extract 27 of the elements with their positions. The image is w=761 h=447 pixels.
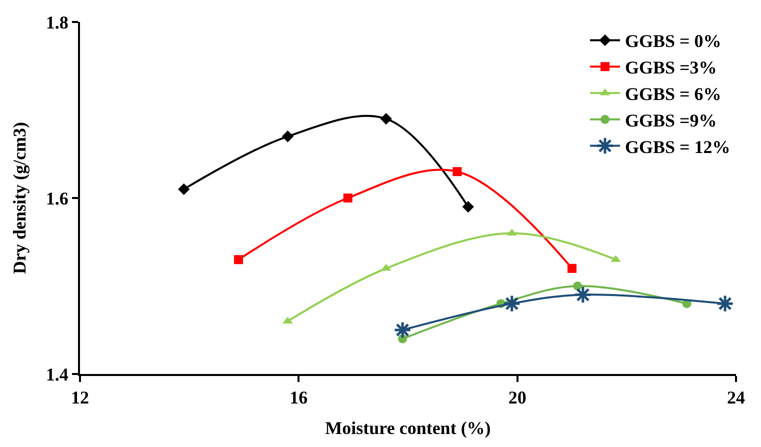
legend-label: GGBS =9% (625, 110, 717, 130)
x-axis-title: Moisture content (%) (325, 418, 491, 438)
x-tick-label: 20 (508, 388, 526, 408)
point (716, 294, 734, 313)
y-tick-label: 1.4 (46, 364, 68, 384)
point (380, 112, 392, 125)
point (393, 320, 412, 340)
y-axis-title: Dry density (g/cm3) (10, 122, 30, 274)
point (282, 130, 294, 142)
legend-label: GGBS =3% (625, 58, 717, 78)
y-tick-label: 1.8 (46, 12, 68, 32)
point (462, 200, 474, 213)
point (574, 286, 592, 304)
point (343, 194, 352, 202)
legend-label: GGBS = 0% (625, 31, 722, 52)
x-tick-label: 16 (290, 388, 308, 408)
legend-label: GGBS = 6% (625, 84, 722, 104)
legend-label: GGBS = 12% (625, 136, 730, 157)
y-tick-label: 1.6 (46, 188, 68, 208)
x-tick-label: 12 (71, 388, 89, 408)
point (178, 183, 190, 196)
point (452, 167, 462, 176)
point (572, 282, 582, 290)
point (502, 294, 521, 313)
point (568, 264, 576, 273)
point (234, 255, 244, 264)
x-tick-label: 24 (727, 388, 745, 408)
